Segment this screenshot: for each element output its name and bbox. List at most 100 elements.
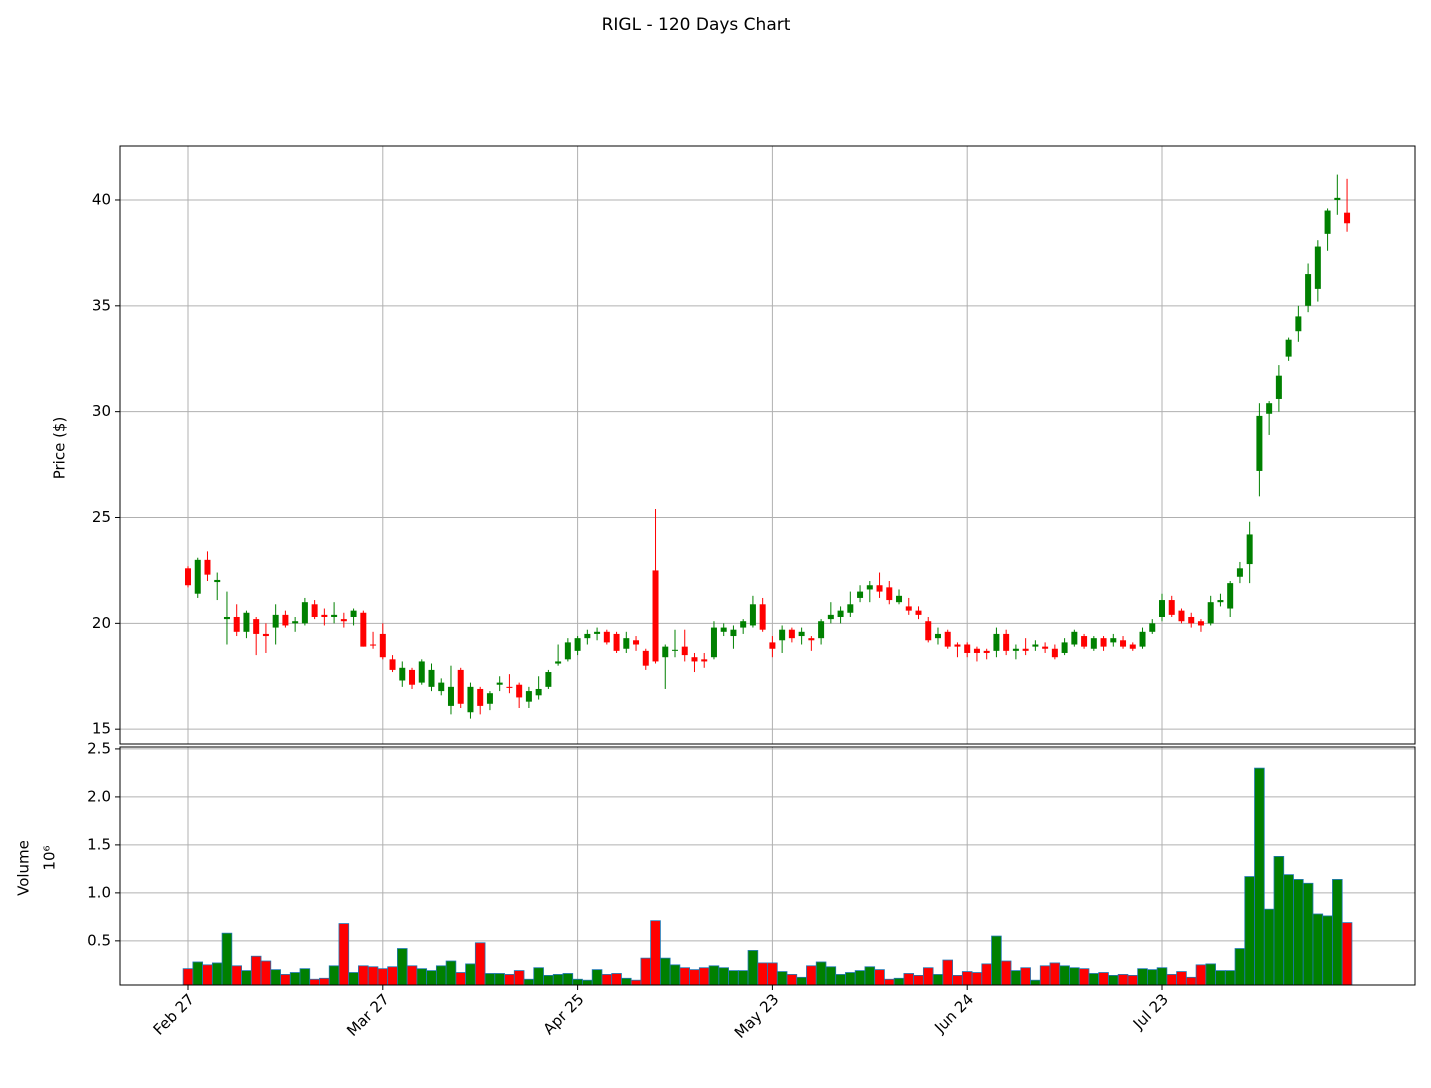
volume-bar [601,974,613,986]
volume-bar [426,970,437,986]
volume-bar [1039,965,1051,986]
candle-body [915,610,922,615]
candle-body [1256,415,1263,471]
volume-bar [903,973,915,986]
candle-body [1100,638,1107,647]
candle-body [1217,600,1224,603]
volume-bar [513,970,525,986]
candle-body [1129,644,1136,649]
candle-body [1334,197,1341,200]
candle-body [808,638,815,641]
candle-body [788,629,795,639]
candle-body [1227,583,1234,609]
volume-bar [377,968,389,986]
candle-body [749,604,756,626]
candle-body [272,614,279,628]
volume-bar [1254,767,1265,986]
volume-bar [737,970,749,986]
y-tick-label: 1.5 [87,835,111,853]
candle-body [185,568,191,586]
volume-bar [280,974,291,986]
volume-bar [494,973,505,986]
candle-body [1139,631,1146,647]
y-tick-label: 40 [92,190,111,208]
plot-frame [119,746,1416,986]
candle-body [934,633,941,639]
volume-bar [835,974,846,986]
volume-bar [406,965,418,986]
volume-bar [630,979,642,986]
y-axis-label: Price ($) [51,417,69,480]
volume-bar [1205,963,1216,986]
candle-body [574,638,581,651]
candle-body [535,688,542,696]
candle-body [1090,638,1097,649]
candle-body [331,614,338,617]
volume-bar [854,970,866,986]
volume-bar [796,976,807,986]
volume-bar [1283,874,1294,986]
candle-body [633,640,640,645]
y-tick-label: 35 [92,296,111,314]
candle-body [603,631,610,643]
volume-bar [991,935,1002,986]
candle-body [623,638,630,649]
y-tick-label: 20 [92,614,111,632]
volume-bar [611,973,622,986]
volume-bar [504,974,515,986]
volume-bar [543,975,554,986]
candle-body [613,633,620,651]
candle-body [905,606,912,611]
chart-title: RIGL - 120 Days Chart [602,15,791,35]
volume-bar [1244,876,1255,986]
volume-bar [270,969,281,986]
candle-body [1305,274,1312,306]
volume-bar [825,966,837,986]
volume-bar [416,968,428,986]
candle-body [710,627,717,658]
volume-bar [679,967,691,986]
candle-body [1178,610,1185,622]
volume-bar [1069,967,1080,986]
volume-bar [1166,974,1178,986]
candle-body [1295,316,1302,332]
volume-bar [1195,964,1207,986]
volume-bar [698,967,710,986]
candle-body [584,633,591,639]
candle-body [1285,339,1292,357]
volume-bar [659,957,671,986]
volume-bar [864,966,876,986]
candle-body [662,646,669,658]
x-tick-label: Jul 23 [1129,990,1172,1033]
y-tick-label: 30 [92,402,111,420]
volume-bar [582,979,593,986]
volume-bar [474,942,486,986]
candle-body [477,688,484,706]
candle-body [779,629,786,641]
volume-bar [708,965,720,986]
volume-bar [523,978,535,986]
candle-body [447,686,454,706]
candle-body [769,642,776,649]
candle-body [340,619,347,622]
volume-bar [640,957,652,986]
candle-body [360,612,367,647]
volume-bar [971,972,983,986]
volume-bar [621,977,632,986]
candle-body [973,648,980,653]
candle-body [379,633,386,658]
volume-bar [1302,882,1314,986]
volume-bar [1127,975,1139,986]
candle-body [740,621,747,628]
candle-body [925,621,932,641]
volume-bar [1117,974,1129,986]
volume-bar [260,960,272,986]
volume-axis-label: Volume [15,840,33,896]
candle-body [1042,646,1049,649]
candle-body [301,602,308,624]
candle-body [282,614,289,626]
volume-bar [338,923,350,986]
candle-body [496,682,503,685]
volume-bar [358,965,369,986]
candle-body [1246,534,1253,565]
